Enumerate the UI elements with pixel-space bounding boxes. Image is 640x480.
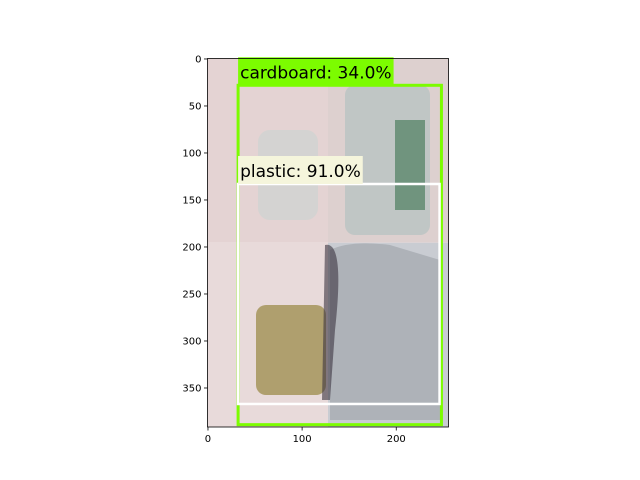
y-tick-label: 350 xyxy=(182,383,201,394)
photo-object xyxy=(395,120,425,210)
y-tick-label: 100 xyxy=(182,148,201,159)
y-tick-label: 250 xyxy=(182,289,201,300)
y-tick-label: 300 xyxy=(182,336,201,347)
axes-frame xyxy=(207,58,449,428)
y-tick-label: 150 xyxy=(182,195,201,206)
photo-object xyxy=(330,243,440,420)
x-tick-label: 0 xyxy=(205,434,211,445)
photo-object xyxy=(322,244,339,400)
x-tick-label: 100 xyxy=(293,434,312,445)
box-label: cardboard: 34.0% xyxy=(240,63,391,83)
label-background xyxy=(238,155,363,184)
x-tick-label: 200 xyxy=(387,434,406,445)
box-label: plastic: 91.0% xyxy=(240,162,361,182)
label-background xyxy=(238,57,394,86)
y-tick-label: 0 xyxy=(195,54,201,65)
y-tick-label: 200 xyxy=(182,242,201,253)
photo-object xyxy=(256,305,326,395)
y-tick-label: 50 xyxy=(189,101,202,112)
